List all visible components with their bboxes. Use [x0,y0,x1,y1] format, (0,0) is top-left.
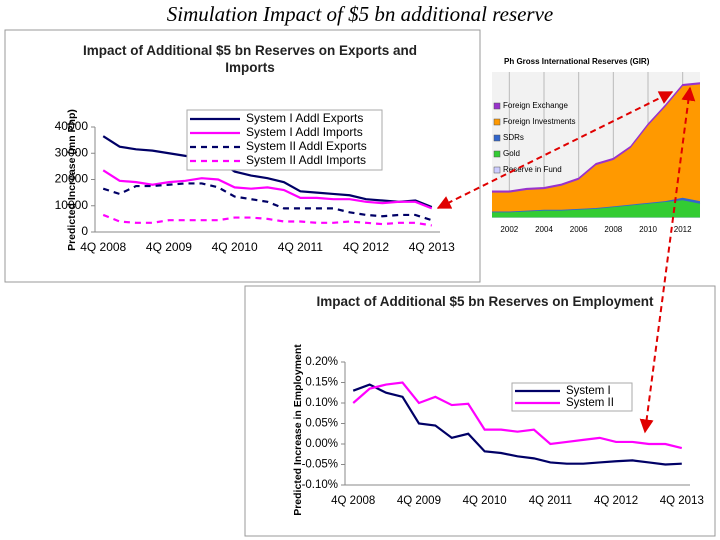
x-tick-label: 2008 [604,225,622,234]
y-axis-label: Predicted Increase (mn Php) [66,109,78,251]
y-tick-label: 0.15% [305,377,338,389]
y-tick-label: 40000 [55,119,89,133]
line [352,381,683,450]
x-tick-label: 4Q 2011 [278,240,323,254]
legend-label: System I [566,385,611,397]
x-tick-label: 2006 [570,225,588,234]
x-tick-label: 4Q 2008 [331,495,375,507]
legend-label: System II [566,397,614,409]
legend-label: System II Addl Imports [246,153,366,167]
line [352,383,682,466]
legend-label: Reserve in Fund [503,165,562,174]
y-tick-label: 0.20% [305,356,338,368]
arrow [639,86,696,434]
x-tick-label: 4Q 2009 [146,240,192,254]
legend-swatch [493,166,501,174]
legend-swatch [493,102,501,110]
legend-box [511,382,633,412]
y-axis-label: Predicted Increase in Employment [292,344,304,516]
y-tick-label: 30000 [55,145,89,159]
legend-label: System I Addl Imports [246,125,363,139]
line [102,182,433,222]
chart-title: Impact of Additional $5 bn Reserves on E… [316,294,654,309]
chart-title: Impact of Additional $5 bn Reserves on E… [82,43,418,75]
y-tick-label: -0.10% [302,479,338,491]
legend-label: Gold [503,149,520,158]
x-tick-label: 4Q 2010 [212,240,258,254]
legend-label: System I Addl Exports [246,111,363,125]
legend-label: System II Addl Exports [246,139,367,153]
x-tick-label: 2002 [500,225,518,234]
x-tick-label: 2012 [674,225,692,234]
x-tick-label: 4Q 2010 [463,495,507,507]
y-tick-label: 0 [81,224,88,238]
x-tick-label: 4Q 2012 [594,495,638,507]
y-tick-label: -0.05% [302,459,338,471]
legend-label: Foreign Exchange [503,101,568,110]
y-tick-label: 0.10% [305,397,338,409]
chart-title: Ph Gross International Reserves (GIR) [504,57,650,66]
x-tick-label: 4Q 2008 [80,240,126,254]
legend-label: SDRs [503,133,524,142]
arrow [436,91,674,209]
line [102,135,433,209]
y-tick-label: 0.05% [305,418,338,430]
legend-swatch [493,150,501,158]
y-tick-label: 10000 [55,198,89,212]
x-tick-label: 2010 [639,225,657,234]
y-tick-label: 0.00% [305,438,338,450]
x-tick-label: 2004 [535,225,553,234]
slide-title: Simulation Impact of $5 bn additional re… [166,2,554,26]
x-tick-label: 4Q 2013 [660,495,704,507]
x-tick-label: 4Q 2012 [343,240,389,254]
line [102,213,432,227]
x-tick-label: 4Q 2009 [397,495,441,507]
y-tick-label: 20000 [55,172,89,186]
legend-label: Foreign Investments [503,117,575,126]
legend-swatch [493,118,501,126]
x-tick-label: 4Q 2013 [409,240,455,254]
x-tick-label: 4Q 2011 [529,495,572,507]
chart-frame [244,285,716,537]
line [102,169,433,210]
legend-swatch [493,134,501,142]
